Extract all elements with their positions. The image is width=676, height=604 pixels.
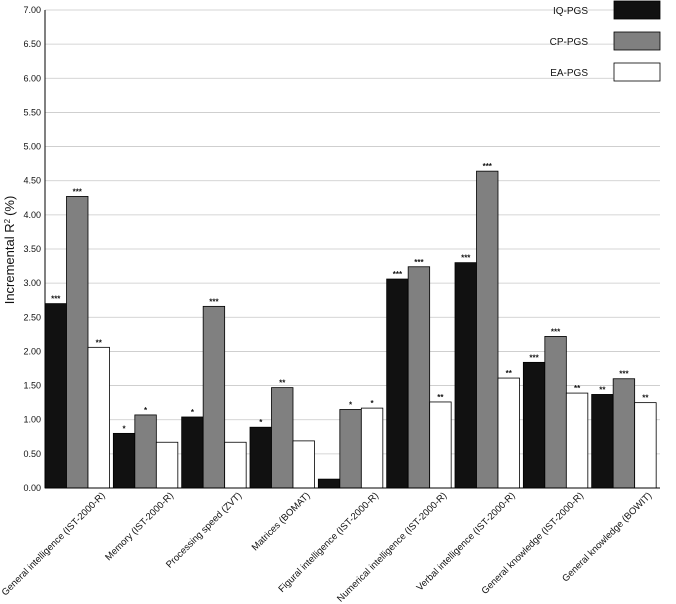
bar-ea-pgs (497, 377, 520, 489)
significance-label: ** (599, 385, 606, 394)
y-tick-label: 4.00 (23, 210, 41, 220)
legend: IQ-PGS CP-PGS EA-PGS (550, 0, 661, 82)
y-tick-label: 7.00 (23, 5, 41, 15)
x-category-label: Processing speed (ZVT) (164, 490, 244, 570)
y-tick-label: 6.50 (23, 39, 41, 49)
y-tick-label: 0.00 (23, 483, 41, 493)
x-category-label: Memory (IST-2000-R) (103, 490, 176, 563)
y-tick-label: 5.50 (23, 107, 41, 117)
bar-iq-pgs (317, 478, 341, 489)
significance-label: ** (279, 379, 286, 388)
significance-label: ** (96, 338, 103, 347)
x-category-label: General intelligence (IST-2000-R) (0, 490, 108, 598)
legend-swatch-iq-pgs (613, 0, 661, 20)
bar-iq-pgs (181, 416, 204, 489)
bar-cp-pgs (407, 266, 431, 489)
gridlines (45, 9, 660, 489)
bar-ea-pgs (429, 401, 452, 489)
y-tick-labels: 0.00 0.50 1.00 1.50 2.00 2.50 3.00 3.50 4.00 4.50… (23, 5, 41, 493)
y-axis-label-sup: 2 (3, 218, 12, 223)
significance-label: * (371, 399, 375, 408)
bar-cp-pgs (66, 196, 89, 489)
bar-iq-pgs (249, 426, 272, 489)
y-tick-label: 1.50 (23, 381, 41, 391)
bar-ea-pgs (155, 441, 179, 489)
bar-ea-pgs (87, 346, 110, 489)
bar-cp-pgs (476, 170, 499, 489)
significance-label: * (349, 400, 353, 409)
significance-label: * (144, 406, 148, 415)
significance-label: *** (619, 370, 629, 379)
significance-label: *** (529, 353, 539, 362)
y-tick-label: 3.00 (23, 278, 41, 288)
bar-ea-pgs (360, 407, 384, 489)
legend-swatch-ea-pgs (613, 62, 661, 82)
y-tick-label: 2.00 (23, 346, 41, 356)
legend-label: IQ-PGS (553, 6, 588, 17)
y-tick-label: 5.00 (23, 142, 41, 152)
y-tick-label: 1.00 (23, 415, 41, 425)
bar-ea-pgs (565, 392, 589, 489)
bar-ea-pgs (224, 441, 247, 489)
bar-iq-pgs (522, 361, 546, 489)
y-tick-label: 4.50 (23, 176, 41, 186)
x-category-labels: General intelligence (IST-2000-R)Memory … (0, 490, 654, 604)
x-category-label: Numerical intelligence (IST-2000-R) (335, 490, 449, 604)
bar-cp-pgs (544, 336, 567, 489)
bar-cp-pgs (202, 305, 226, 489)
bar-cp-pgs (339, 409, 362, 489)
significance-label: * (123, 424, 127, 433)
bar-iq-pgs (44, 303, 67, 489)
axes (44, 10, 660, 489)
bar-iq-pgs (591, 394, 614, 489)
y-tick-label: 0.50 (23, 449, 41, 459)
y-axis-label-unit: (%) (2, 196, 17, 216)
significance-label: *** (461, 254, 471, 263)
significance-label: *** (73, 187, 83, 196)
legend-swatch-cp-pgs (613, 31, 661, 51)
bar-iq-pgs (454, 262, 477, 489)
bar-ea-pgs (634, 402, 657, 489)
y-tick-label: 2.50 (23, 312, 41, 322)
significance-label: *** (51, 295, 61, 304)
bar-cp-pgs (134, 414, 157, 489)
bar-cp-pgs (271, 387, 294, 489)
significance-label: ** (574, 384, 581, 393)
y-tick-label: 3.50 (23, 244, 41, 254)
significance-label: *** (414, 258, 424, 267)
significance-label: ** (506, 369, 513, 378)
x-category-label: Matrices (BOMAT) (250, 490, 313, 553)
y-axis-label-main: Incremental R (2, 223, 17, 304)
significance-label: *** (209, 297, 219, 306)
legend-label: EA-PGS (550, 68, 588, 79)
significance-label: *** (483, 162, 493, 171)
significance-label: ** (437, 393, 444, 402)
bars (44, 170, 657, 489)
bar-iq-pgs (386, 278, 409, 489)
significance-label: * (259, 418, 263, 427)
significance-labels: ********** ******** **********************… (51, 162, 649, 433)
y-tick-label: 6.00 (23, 73, 41, 83)
legend-label: CP-PGS (550, 37, 589, 48)
significance-label: ** (642, 394, 649, 403)
bar-cp-pgs (612, 378, 636, 489)
significance-label: *** (393, 270, 403, 279)
y-axis-label: Incremental R2 (%) (2, 196, 17, 305)
bar-ea-pgs (292, 440, 315, 489)
bar-iq-pgs (112, 432, 136, 489)
significance-label: *** (551, 327, 561, 336)
significance-label: * (191, 408, 195, 417)
